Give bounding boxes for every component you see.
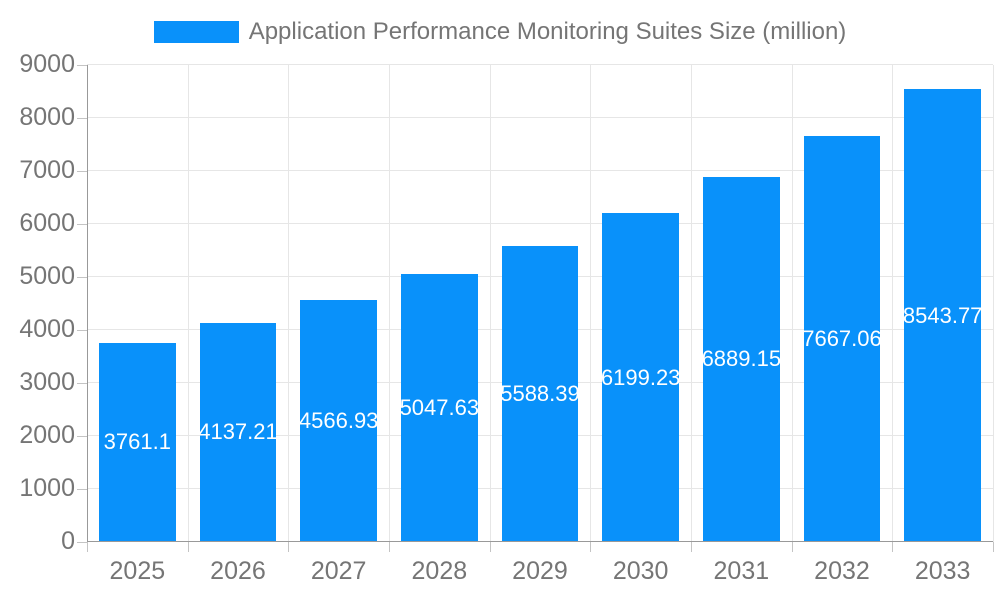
- x-tick: [288, 542, 290, 552]
- legend[interactable]: Application Performance Monitoring Suite…: [0, 18, 1000, 46]
- bar-cell: 3761.1: [87, 65, 188, 542]
- gridline-h: [87, 170, 993, 171]
- x-axis-label-2027: 2027: [310, 557, 367, 585]
- gridline-v: [288, 65, 290, 542]
- bar-2031[interactable]: 6889.15: [703, 176, 780, 542]
- bar-2026[interactable]: 4137.21: [199, 322, 277, 542]
- x-tick: [187, 542, 189, 552]
- y-axis-label: 3000: [19, 368, 75, 396]
- x-tick: [892, 542, 894, 552]
- legend-swatch[interactable]: [153, 21, 239, 43]
- bar-cell: 5588.39: [490, 65, 591, 542]
- bar-value-label: 7667.06: [803, 325, 881, 351]
- bar-2033[interactable]: 8543.77: [904, 89, 981, 542]
- bar-cell: 6889.15: [691, 65, 792, 542]
- bar-cell: 5047.63: [389, 65, 490, 542]
- bar-value-label: 6889.15: [703, 346, 780, 372]
- y-axis-label: 1000: [19, 474, 75, 502]
- x-axis-label-2030: 2030: [612, 557, 669, 585]
- x-axis-label-2025: 2025: [109, 557, 166, 585]
- gridline-v: [389, 65, 390, 542]
- bar-cell: 6199.23: [590, 65, 691, 542]
- y-tick: [77, 171, 87, 172]
- bar-2030[interactable]: 6199.23: [602, 213, 679, 542]
- y-axis-label: 6000: [19, 209, 75, 237]
- y-tick: [77, 489, 87, 490]
- gridline-h: [87, 117, 993, 118]
- gridline-h: [87, 64, 993, 65]
- bar-value-label: 5047.63: [401, 395, 478, 421]
- y-tick: [77, 383, 87, 384]
- gridline-h: [87, 223, 993, 225]
- gridline-v: [590, 65, 592, 542]
- gridline-v: [892, 65, 894, 542]
- y-axis-line: [87, 65, 88, 542]
- x-tick: [389, 542, 390, 552]
- y-tick: [77, 118, 87, 119]
- bar-value-label: 5588.39: [501, 380, 579, 406]
- bar-cell: 8543.77: [892, 65, 993, 542]
- x-axis-line: [87, 541, 993, 542]
- bar-cell: 4137.21: [188, 65, 289, 542]
- bar-value-label: 8543.77: [904, 302, 981, 328]
- x-axis-label-2031: 2031: [713, 557, 770, 585]
- y-tick: [77, 330, 87, 331]
- bar-2025[interactable]: 3761.1: [99, 342, 176, 542]
- bar-2027[interactable]: 4566.93: [300, 299, 377, 542]
- bar-2029[interactable]: 5588.39: [501, 245, 579, 542]
- x-tick: [791, 542, 793, 552]
- bar-cell: 7667.06: [792, 65, 893, 542]
- bar-cell: 4566.93: [288, 65, 389, 542]
- x-tick: [993, 542, 994, 552]
- bar-value-label: 6199.23: [602, 364, 679, 390]
- x-axis-label-2026: 2026: [210, 557, 266, 585]
- y-axis-label: 7000: [19, 156, 75, 184]
- x-tick: [691, 542, 692, 552]
- y-axis-label: 8000: [19, 103, 75, 131]
- x-tick: [590, 542, 592, 552]
- x-axis-label-2032: 2032: [814, 557, 870, 585]
- bar-value-label: 4566.93: [300, 407, 377, 433]
- y-axis-label: 9000: [19, 50, 75, 78]
- y-axis-label: 4000: [19, 315, 75, 343]
- x-axis-label-2029: 2029: [512, 557, 568, 585]
- gridline-v: [489, 65, 491, 542]
- x-axis-label-2033: 2033: [914, 557, 971, 585]
- y-axis-label: 5000: [19, 262, 75, 290]
- plot-area: 3761.1 4137.21 4566.93 5047.63 5588.39 6199.2…: [87, 64, 994, 542]
- y-tick: [77, 542, 87, 543]
- gridline-v: [791, 65, 793, 542]
- y-tick: [77, 224, 87, 225]
- y-tick: [77, 65, 87, 66]
- legend-label[interactable]: Application Performance Monitoring Suite…: [248, 18, 847, 45]
- bar-value-label: 3761.1: [103, 429, 171, 455]
- bar-2028[interactable]: 5047.63: [401, 274, 478, 542]
- bar-2032[interactable]: 7667.06: [803, 135, 881, 542]
- y-axis-label: 0: [61, 527, 75, 555]
- gridline-v: [187, 65, 189, 542]
- x-axis-label-2028: 2028: [411, 557, 468, 585]
- y-tick: [77, 436, 87, 437]
- x-tick: [87, 542, 88, 552]
- x-tick: [489, 542, 491, 552]
- y-tick: [77, 277, 87, 278]
- bar-value-label: 4137.21: [199, 419, 277, 445]
- gridline-v: [993, 65, 994, 542]
- gridline-v: [691, 65, 692, 542]
- y-axis-label: 2000: [19, 421, 75, 449]
